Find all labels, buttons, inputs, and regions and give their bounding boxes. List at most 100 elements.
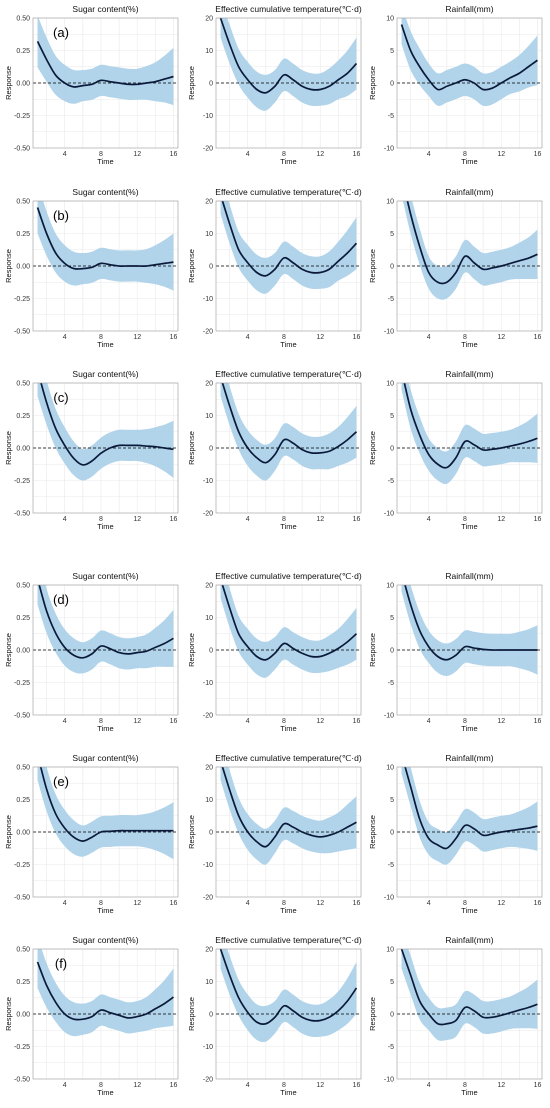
y-tick-label: -10 — [203, 296, 213, 303]
panel-r1-c2: Effective cumulative temperature(℃·d)20 1… — [187, 4, 362, 166]
x-tick-label: 12 — [497, 1082, 505, 1089]
y-axis-label: Response — [368, 633, 377, 667]
panel-label: (a) — [53, 25, 69, 40]
panel-title: Rainfall(mm) — [445, 571, 493, 581]
x-tick-label: 8 — [463, 718, 467, 725]
panel-label: (c) — [53, 390, 68, 405]
y-tick-label: 10 — [386, 380, 394, 387]
response-curve — [403, 383, 538, 469]
x-tick-label: 16 — [353, 718, 361, 725]
y-tick-label: 0.25 — [16, 231, 30, 238]
y-tick-label: 0.25 — [16, 979, 30, 986]
y-tick-label: 5 — [390, 979, 394, 986]
y-tick-label: -0.50 — [14, 894, 30, 901]
response-curve — [406, 201, 538, 285]
y-tick-label: 0 — [209, 263, 213, 270]
y-tick-label: -0.25 — [14, 113, 30, 120]
x-tick-label: 4 — [246, 334, 250, 341]
x-axis-label: Time — [280, 906, 296, 915]
plot-frame — [215, 948, 362, 1080]
y-tick-label: 0 — [209, 445, 213, 452]
y-axis-label: Response — [187, 431, 196, 465]
x-tick-label: 12 — [497, 718, 505, 725]
y-tick-label: 0.50 — [16, 582, 30, 589]
x-axis-label: Time — [97, 906, 113, 915]
plot-frame — [215, 382, 362, 514]
y-tick-label: 0.50 — [16, 764, 30, 771]
y-tick-label: 10 — [205, 797, 213, 804]
x-tick-label: 12 — [497, 334, 505, 341]
y-tick-label: 0.00 — [16, 647, 30, 654]
y-tick-label: 0.25 — [16, 797, 30, 804]
x-tick-label: 4 — [63, 1082, 67, 1089]
y-tick-label: 10 — [205, 979, 213, 986]
x-tick-label: 16 — [353, 334, 361, 341]
y-tick-label: -10 — [384, 712, 394, 719]
y-tick-label: 10 — [205, 48, 213, 55]
response-curve — [221, 201, 358, 277]
y-tick-label: -0.25 — [14, 478, 30, 485]
panel-title: Rainfall(mm) — [445, 187, 493, 197]
y-tick-label: -20 — [203, 328, 213, 335]
y-tick-label: -20 — [203, 712, 213, 719]
panel-r3-c2: Effective cumulative temperature(℃·d)20 1… — [187, 369, 362, 531]
y-tick-label: -0.50 — [14, 1076, 30, 1083]
y-tick-label: 20 — [205, 198, 213, 205]
plot-frame — [396, 948, 543, 1080]
x-tick-label: 4 — [246, 151, 250, 158]
x-axis-label: Time — [280, 157, 296, 166]
response-curve — [36, 961, 174, 1021]
y-axis-label: Response — [187, 66, 196, 100]
x-tick-label: 12 — [497, 900, 505, 907]
y-tick-label: -10 — [384, 145, 394, 152]
response-curve — [221, 585, 358, 661]
y-tick-label: 0.50 — [16, 198, 30, 205]
y-tick-label: -10 — [203, 862, 213, 869]
y-tick-label: -0.50 — [14, 145, 30, 152]
y-tick-label: 0.00 — [16, 263, 30, 270]
x-tick-label: 16 — [534, 1082, 542, 1089]
response-curve — [221, 767, 357, 848]
y-axis-label: Response — [368, 249, 377, 283]
y-tick-label: -20 — [203, 145, 213, 152]
x-tick-label: 8 — [463, 516, 467, 523]
y-axis-label: Response — [187, 249, 196, 283]
panel-title: Sugar content(%) — [72, 935, 138, 945]
x-axis-label: Time — [97, 724, 113, 733]
x-tick-label: 16 — [534, 900, 542, 907]
x-tick-label: 8 — [99, 516, 103, 523]
x-tick-label: 16 — [353, 151, 361, 158]
x-tick-label: 16 — [534, 718, 542, 725]
x-axis-label: Time — [280, 724, 296, 733]
y-tick-label: 20 — [205, 380, 213, 387]
x-axis-label: Time — [280, 340, 296, 349]
x-tick-label: 12 — [316, 151, 324, 158]
panel-label: (f) — [55, 956, 67, 971]
y-tick-label: 0 — [209, 1011, 213, 1018]
x-tick-label: 4 — [427, 900, 431, 907]
x-tick-label: 16 — [353, 900, 361, 907]
x-tick-label: 4 — [63, 334, 67, 341]
x-tick-label: 16 — [170, 516, 178, 523]
x-tick-label: 12 — [133, 900, 141, 907]
x-tick-label: 8 — [282, 900, 286, 907]
panel-label: (e) — [53, 774, 69, 789]
y-tick-label: 5 — [390, 413, 394, 420]
plot-frame — [32, 766, 179, 898]
x-tick-label: 8 — [282, 718, 286, 725]
response-curve — [400, 949, 538, 1026]
x-tick-label: 12 — [133, 718, 141, 725]
x-tick-label: 8 — [463, 900, 467, 907]
y-tick-label: -5 — [388, 296, 394, 303]
plot-frame — [396, 200, 543, 332]
y-tick-label: -10 — [384, 1076, 394, 1083]
x-tick-label: 16 — [170, 1082, 178, 1089]
y-tick-label: -5 — [388, 680, 394, 687]
x-axis-label: Time — [461, 340, 477, 349]
y-axis-label: Response — [4, 815, 13, 849]
panel-r3-c3: Rainfall(mm) 10 5 0 -5 -10 4 8 12 16 Time Response — [368, 369, 543, 531]
y-tick-label: -0.25 — [14, 1044, 30, 1051]
panel-r1-c1: Sugar content(%) 0.50 0.25 0.00 -0.25 -0.50 4 8… — [4, 4, 179, 166]
x-tick-label: 4 — [427, 718, 431, 725]
y-tick-label: 0.00 — [16, 80, 30, 87]
